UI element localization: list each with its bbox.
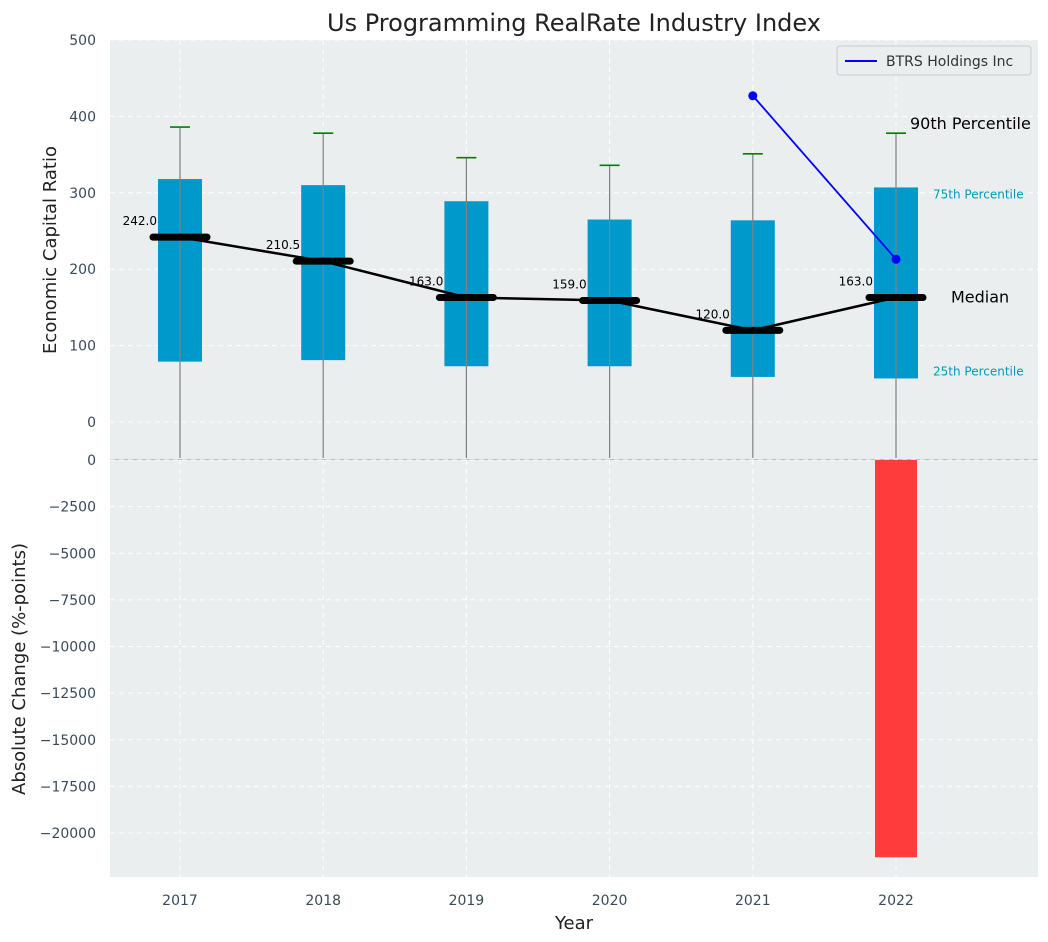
- annotation-p90: 90th Percentile: [910, 114, 1031, 133]
- x-tick-label: 2021: [735, 893, 771, 909]
- bottom-y-tick-label: −2500: [49, 500, 96, 516]
- median-value-label: 242.0: [123, 214, 157, 228]
- annotation-median: Median: [951, 287, 1009, 306]
- bottom-grid: [110, 459, 1038, 877]
- x-tick-labels: 2017 2018 2019 2020 2021 2022: [162, 893, 914, 909]
- top-y-tick-label: 100: [69, 339, 96, 355]
- median-value-label: 159.0: [552, 278, 586, 292]
- top-y-tick-labels: 0 100 200 300 400 500: [69, 33, 96, 431]
- bar-group: [875, 460, 917, 858]
- top-y-tick-label: 200: [69, 262, 96, 278]
- bottom-y-tick-label: −17500: [40, 779, 96, 795]
- bottom-y-tick-label: −7500: [49, 593, 96, 609]
- top-y-tick-label: 500: [69, 33, 96, 49]
- bottom-y-axis-label: Absolute Change (%-points): [9, 543, 30, 795]
- x-tick-label: 2018: [305, 893, 341, 909]
- legend: BTRS Holdings Inc: [836, 45, 1032, 76]
- btrs-series-group: [748, 91, 901, 264]
- top-y-axis-label: Economic Capital Ratio: [40, 146, 61, 354]
- top-y-tick-label: 0: [87, 415, 96, 431]
- bottom-y-tick-label: −5000: [49, 546, 96, 562]
- top-y-tick-label: 400: [69, 109, 96, 125]
- percentile-annotations: 90th Percentile 75th Percentile Median 25th…: [910, 114, 1031, 378]
- btrs-line: [752, 95, 897, 260]
- btrs-point: [748, 91, 758, 101]
- top-y-tick-label: 300: [69, 186, 96, 202]
- btrs-point: [891, 254, 901, 264]
- x-tick-label: 2017: [162, 893, 198, 909]
- annotation-p75: 75th Percentile: [933, 187, 1024, 201]
- bottom-y-tick-label: −15000: [40, 733, 96, 749]
- annotation-p25: 25th Percentile: [933, 364, 1024, 378]
- bottom-y-tick-labels: 0 −2500 −5000 −7500 −10000 −12500 −15000 −17500…: [40, 453, 96, 842]
- legend-box: [836, 45, 1032, 76]
- x-tick-label: 2019: [449, 893, 485, 909]
- top-panel: 0 100 200 300 400 500 242.0 210.5 163.0 159.0 120…: [40, 33, 1038, 459]
- bottom-y-tick-label: −12500: [40, 686, 96, 702]
- median-trend-group: [179, 235, 897, 332]
- bottom-y-tick-label: −10000: [40, 640, 96, 656]
- x-tick-label: 2020: [592, 893, 628, 909]
- x-axis-label: Year: [554, 913, 594, 934]
- median-value-label: 163.0: [839, 274, 873, 288]
- bottom-y-tick-label: −20000: [40, 826, 96, 842]
- median-value-label: 120.0: [695, 307, 729, 321]
- change-bar: [875, 460, 917, 858]
- x-tick-label: 2022: [878, 893, 914, 909]
- median-value-label: 210.5: [266, 238, 300, 252]
- legend-entry-btrs: BTRS Holdings Inc: [886, 54, 1013, 70]
- chart-title: Us Programming RealRate Industry Index: [327, 9, 821, 37]
- bottom-y-tick-label: 0: [87, 453, 96, 469]
- bottom-panel: 0 −2500 −5000 −7500 −10000 −12500 −15000 −17500…: [9, 453, 1038, 934]
- median-trend-line: [179, 235, 897, 332]
